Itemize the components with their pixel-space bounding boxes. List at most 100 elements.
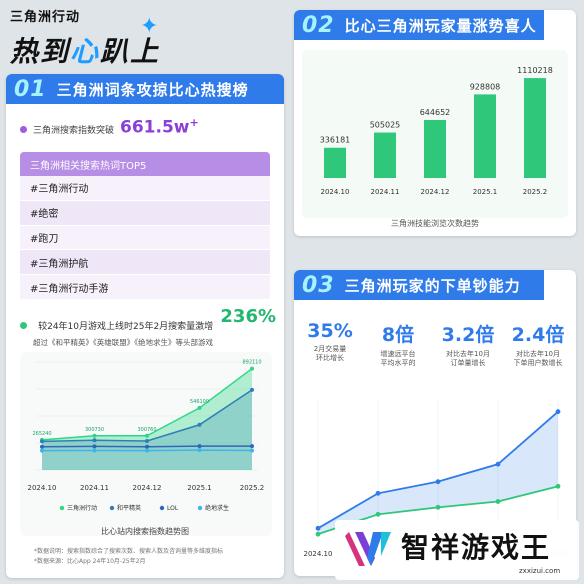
series-point (92, 448, 97, 453)
section2-number: 02 (302, 12, 335, 38)
bar-value-label: 336181 (320, 136, 351, 145)
hot-words-header: 三角洲相关搜索热词TOP5 (20, 152, 270, 176)
bullet-dot-icon (20, 322, 27, 329)
data-note: *数据说明：搜索指数综合了搜索次数、搜索人数及咨询量等多维度指标 (34, 548, 224, 555)
search-index-chart: 265240 300730 300760 546100 892110 2024.10 202… (28, 360, 265, 512)
series-point (92, 438, 97, 443)
data-label: 300730 (85, 427, 104, 433)
search-index-label: 三角洲搜索指数突破 (33, 125, 115, 136)
stat-label: 对比去年10月 订单量增长 (438, 350, 498, 368)
growth-value: 236% (220, 306, 276, 327)
x-tick-label: 2024.10 (28, 484, 57, 492)
stat-label-line: 环比增长 (316, 354, 344, 362)
series-point (375, 490, 381, 496)
legend-label: 和平精英 (117, 504, 141, 512)
stat-label-line: 下单用户数增长 (513, 359, 563, 367)
data-label: 265240 (32, 431, 51, 437)
search-index-chart-caption: 比心站内搜索指数趋势图 (101, 527, 189, 536)
stat-label-line: 增速远平台 (380, 350, 416, 358)
series-point (495, 461, 501, 467)
stat-label-line: 对比去年10月 (516, 350, 560, 358)
section2-title: 比心三角洲玩家量涨势喜人 (344, 16, 537, 35)
hot-word-item: #三角洲行动手游 (20, 275, 270, 300)
x-tick-label: 2024.12 (421, 188, 450, 196)
legend-label: 绝地求生 (205, 504, 229, 512)
legend-label: 三角洲行动 (67, 504, 97, 512)
series-point (435, 504, 441, 510)
stat-label: 对比去年10月 下单用户数增长 (508, 350, 568, 368)
search-index-number: 661.5w (120, 117, 190, 138)
series-point (145, 448, 149, 453)
watermark-badge: 智祥游戏王 zxxizui.com (335, 520, 579, 580)
series-point (92, 444, 97, 449)
legend-marker (109, 505, 115, 511)
watermark-text: 智祥游戏王 (401, 531, 552, 564)
x-tick-label: 2025.1 (187, 484, 212, 492)
series-point (495, 499, 501, 504)
series-point (197, 444, 202, 449)
legend-marker (159, 505, 165, 511)
series-point (555, 409, 561, 415)
search-index-metric: 三角洲搜索指数突破 661.5w+ (20, 116, 199, 138)
section-player-growth: 02 比心三角洲玩家量涨势喜人 336181 2024.10 505025 2024.… (294, 10, 576, 236)
bar (374, 132, 396, 178)
series-point (40, 439, 44, 444)
series-point (197, 448, 202, 453)
stat-trade-volume: 35% 2月交易量 环比增长 (300, 320, 360, 363)
series-point (145, 444, 149, 449)
stat-value: 35% (307, 320, 353, 342)
series-point (92, 433, 97, 438)
section1-number: 01 (14, 76, 47, 102)
section3-title: 三角洲玩家的下单钞能力 (344, 276, 521, 295)
sparkle-icon: ✦ (140, 14, 159, 39)
hot-words-list: 三角洲相关搜索热词TOP5 #三角洲行动 #绝密 #跑刀 #三角洲护航 #三角洲… (20, 152, 270, 300)
section2-header: 02 比心三角洲玩家量涨势喜人 (294, 10, 544, 40)
data-label: 300760 (137, 427, 156, 433)
bar-value-label: 505025 (370, 121, 401, 130)
bullet-dot-icon (20, 125, 27, 133)
x-tick-label: 2025.1 (473, 188, 498, 196)
series-point (555, 483, 561, 489)
x-tick-label: 2024.10 (304, 550, 333, 558)
brand-title-part-b: 趴上 (100, 35, 161, 68)
bar-value-label: 644652 (420, 108, 451, 117)
x-tick-label: 2024.10 (321, 188, 350, 196)
hot-word-item: #三角洲护航 (20, 250, 270, 276)
section3-header: 03 三角洲玩家的下单钞能力 (294, 270, 544, 300)
stat-value: 2.4倍 (511, 324, 565, 346)
bar (474, 94, 496, 178)
hot-word-item: #绝密 (20, 201, 270, 226)
stat-label-line: 2月交易量 (313, 345, 347, 353)
stat-label-line: 订单量增长 (450, 359, 486, 367)
series-point (250, 366, 254, 371)
series-point (145, 439, 149, 444)
data-source: *数据来源：比心App 24年10月-25年2月 (34, 558, 146, 565)
x-tick-label: 2025.2 (240, 484, 265, 492)
x-tick-label: 2024.11 (80, 484, 109, 492)
growth-subtext: 超过《和平精英》《英雄联盟》《绝地求生》等头部游戏 (33, 338, 213, 347)
stat-label: 增速远平台 平均水平的 (368, 350, 428, 368)
section3-number: 03 (302, 272, 335, 298)
search-index-plus: + (189, 116, 199, 129)
series-point (40, 444, 44, 449)
stat-value: 3.2倍 (441, 324, 495, 346)
stat-label-line: 对比去年10月 (446, 350, 490, 358)
skill-views-bar-chart: 336181 2024.10 505025 2024.11 644652 2024.12 9… (302, 50, 568, 218)
bar (324, 147, 346, 178)
growth-label: 较24年10月游戏上线时25年2月搜索量激增 (38, 322, 214, 332)
series-point (40, 448, 44, 453)
section1-title: 三角洲词条攻掠比心热搜榜 (56, 80, 249, 99)
search-index-chart-box: 265240 300730 300760 546100 892110 2024.10 202… (20, 352, 272, 536)
bar-value-label: 928808 (470, 82, 501, 91)
bar (424, 119, 446, 178)
series-point (145, 433, 149, 438)
series-point (250, 387, 254, 392)
series-point (197, 422, 202, 427)
series-area-band (318, 411, 558, 535)
stat-value: 8倍 (381, 324, 415, 346)
legend-label: LOL (167, 505, 179, 512)
watermark-url: zxxizui.com (519, 567, 561, 575)
data-label: 892110 (242, 360, 261, 366)
stat-growth-speed: 8倍 增速远平台 平均水平的 (368, 320, 428, 368)
brand-subtitle: 三角洲行动 (10, 10, 81, 25)
